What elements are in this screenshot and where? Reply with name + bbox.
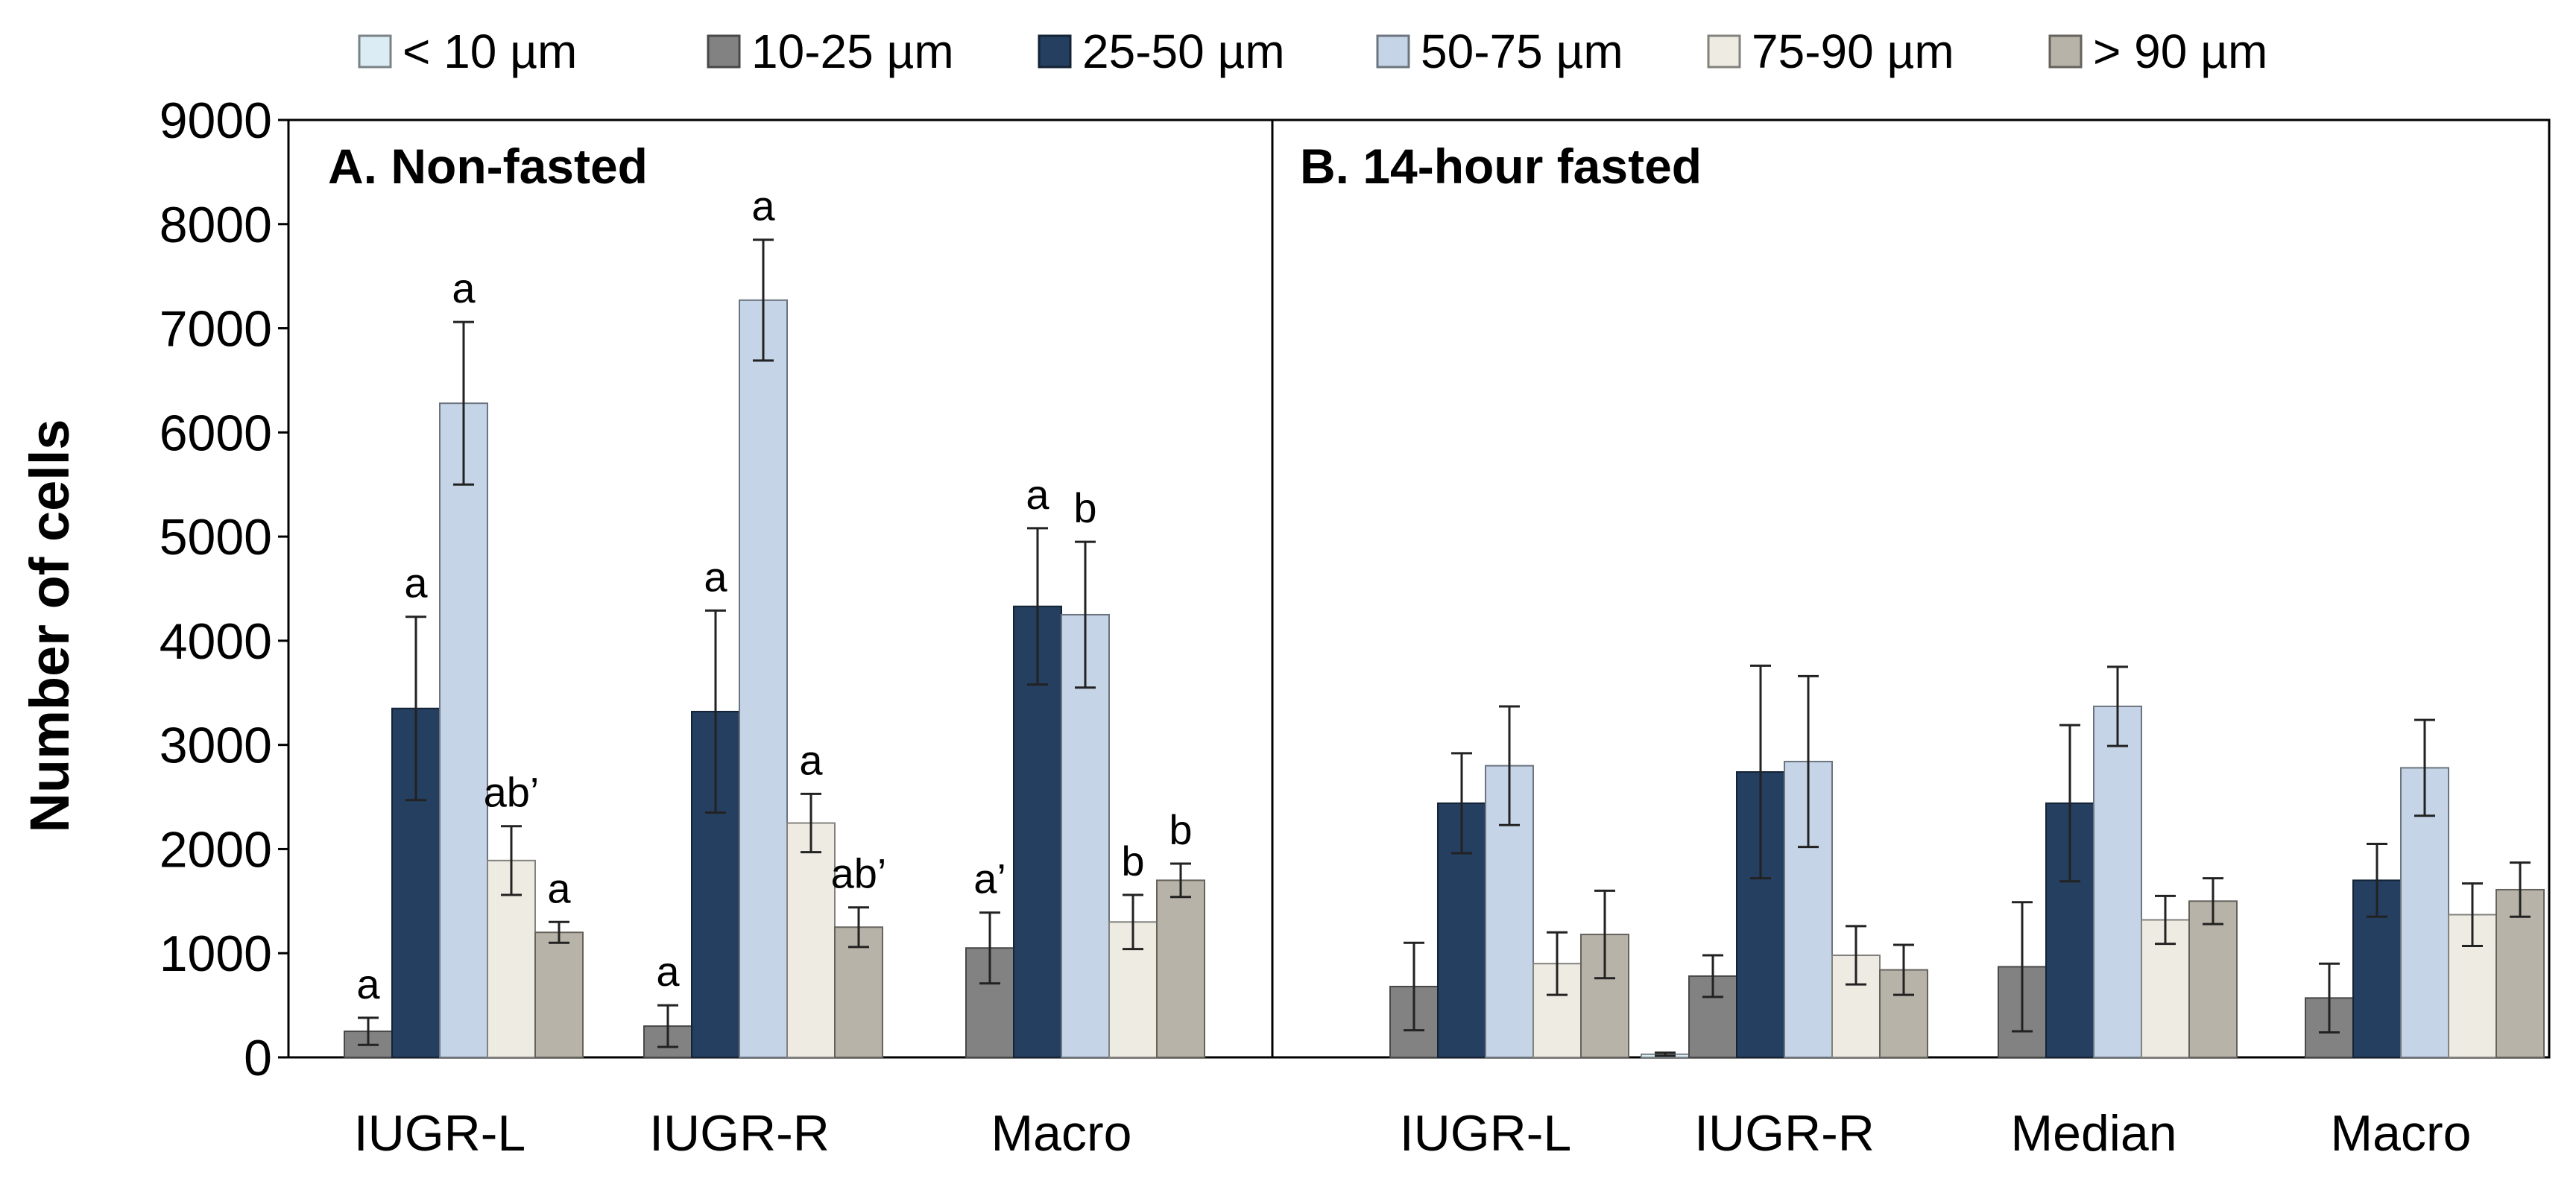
category-group-iugr-r: IUGR-R a a a a ab’ [643, 183, 887, 1162]
significance-label: a [547, 864, 571, 911]
y-tick-label: 7000 [160, 301, 272, 358]
panel-title: B. 14-hour fasted [1300, 139, 1702, 194]
legend-swatch [358, 34, 392, 69]
significance-label: a [656, 948, 680, 995]
significance-label: b [1169, 806, 1192, 853]
significance-label: b [1121, 838, 1144, 884]
significance-label: a [1026, 471, 1049, 518]
panel-title: A. Non-fasted [328, 139, 648, 194]
category-group-iugr-l: IUGR-L a a a ab’ a [344, 265, 584, 1162]
category-group-median: Median [1998, 665, 2238, 1162]
bar-50-75-m [439, 402, 488, 1058]
significance-label: a [799, 736, 823, 783]
category-label: IUGR-R [649, 1105, 830, 1162]
legend-item-10-25-m: 10-25 µm [707, 25, 954, 78]
legend-label: 25-50 µm [1082, 25, 1285, 78]
panel-a: A. Non-fasted IUGR-L a a a ab’ a IUGR-R a a a a ab’ M… [328, 139, 1205, 1162]
legend: < 10 µm 10-25 µm 25-50 µm 50-75 µm 75-90 µm >… [358, 25, 2267, 78]
category-group-iugr-r: IUGR-R [1641, 664, 1928, 1162]
y-tick-label: 2000 [160, 821, 272, 878]
category-label: IUGR-L [354, 1105, 525, 1162]
category-label: IUGR-R [1694, 1105, 1875, 1162]
category-label: Median [2010, 1105, 2176, 1162]
legend-swatch [1376, 34, 1410, 69]
y-tick-label: 0 [244, 1030, 272, 1086]
y-tick-label: 1000 [160, 925, 272, 982]
significance-label: a [452, 265, 476, 311]
category-label: IUGR-L [1400, 1105, 1571, 1162]
significance-label: a [751, 183, 775, 230]
category-group-iugr-l: IUGR-L [1389, 705, 1629, 1162]
significance-label: a [704, 553, 727, 600]
category-group-macro: Macro [2305, 718, 2545, 1162]
significance-label: b [1073, 484, 1096, 531]
y-tick-label: 8000 [160, 197, 272, 253]
significance-label: a [404, 560, 428, 607]
significance-label: ab’ [831, 850, 887, 897]
legend-swatch [2048, 34, 2083, 69]
legend-swatch [707, 34, 741, 69]
y-tick-label: 9000 [160, 92, 272, 149]
legend-item-75-90-m: 75-90 µm [1707, 25, 1954, 78]
legend-label: 50-75 µm [1421, 25, 1623, 78]
significance-label: ab’ [484, 769, 540, 816]
bar-50-75-m [739, 299, 788, 1058]
legend-label: 10-25 µm [751, 25, 954, 78]
y-axis-label: Number of cells [19, 419, 80, 832]
significance-label: a’ [973, 855, 1006, 902]
bar-gt-90-m [534, 931, 584, 1059]
plot-area: A. Non-fasted IUGR-L a a a ab’ a IUGR-R a a a a ab’ M… [287, 118, 2551, 1162]
legend-swatch [1038, 34, 1072, 69]
legend-label: 75-90 µm [1752, 25, 1954, 78]
panel-b: B. 14-hour fasted IUGR-L IUGR-R Median Macro [1300, 139, 2545, 1162]
legend-swatch [1707, 34, 1741, 69]
legend-item-gt-90-m: > 90 µm [2048, 25, 2267, 78]
category-label: Macro [2331, 1105, 2472, 1162]
bar-75-90-m [786, 822, 836, 1058]
legend-label: < 10 µm [402, 25, 577, 78]
legend-item-lt-10-m: < 10 µm [358, 25, 577, 78]
y-axis: 0 1000 2000 3000 4000 5000 6000 7000 8000 9000 [160, 92, 288, 1086]
bar-50-75-m [2093, 705, 2142, 1059]
significance-label: a [356, 960, 380, 1007]
bar-gt-90-m [1156, 879, 1205, 1059]
y-tick-label: 5000 [160, 509, 272, 566]
bar-gt-90-m [2188, 900, 2238, 1059]
y-tick-label: 3000 [160, 718, 272, 774]
legend-label: > 90 µm [2093, 25, 2267, 78]
legend-item-25-50-m: 25-50 µm [1038, 25, 1285, 78]
y-tick-label: 4000 [160, 613, 272, 670]
legend-item-50-75-m: 50-75 µm [1376, 25, 1623, 78]
y-tick-label: 6000 [160, 405, 272, 461]
category-label: Macro [991, 1105, 1132, 1162]
